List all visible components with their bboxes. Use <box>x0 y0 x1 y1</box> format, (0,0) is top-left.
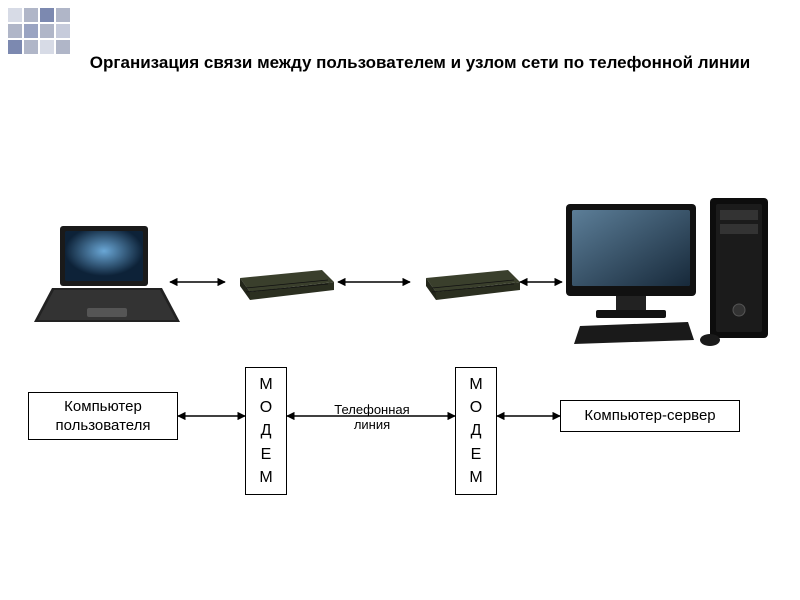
modem-letter: Д <box>471 419 482 442</box>
mid-line: линия <box>312 417 432 432</box>
page-title: Организация связи между пользователем и … <box>80 52 760 75</box>
modem-letter: М <box>259 466 272 489</box>
desktop-server-icon <box>560 190 780 350</box>
modem-letter: М <box>259 373 272 396</box>
box-line: пользователя <box>56 416 151 436</box>
deco-sq <box>8 24 22 38</box>
modem-device-icon <box>418 258 524 302</box>
modem-letter: Е <box>261 443 272 466</box>
modem-right-box: МОДЕМ <box>455 367 497 495</box>
deco-sq <box>56 24 70 38</box>
modem-letter: О <box>260 396 272 419</box>
phone-line-label: Телефоннаялиния <box>312 402 432 432</box>
deco-sq <box>8 8 22 22</box>
laptop-icon <box>32 222 182 332</box>
deco-sq <box>8 40 22 54</box>
mid-line: Телефонная <box>312 402 432 417</box>
modem-letter: Е <box>471 443 482 466</box>
modem-letter: О <box>470 396 482 419</box>
box-line: Компьютер <box>64 397 142 417</box>
deco-sq <box>56 40 70 54</box>
user-computer-box: Компьютерпользователя <box>28 392 178 440</box>
corner-decoration <box>8 8 70 54</box>
deco-sq <box>40 40 54 54</box>
modem-letter: М <box>469 466 482 489</box>
deco-sq <box>24 24 38 38</box>
deco-sq <box>56 8 70 22</box>
deco-sq <box>24 8 38 22</box>
modem-left-box: МОДЕМ <box>245 367 287 495</box>
modem-device-icon <box>232 258 338 302</box>
deco-sq <box>40 24 54 38</box>
deco-sq <box>24 40 38 54</box>
modem-letter: М <box>469 373 482 396</box>
deco-sq <box>40 8 54 22</box>
server-computer-box: Компьютер-сервер <box>560 400 740 432</box>
box-line: Компьютер-сервер <box>584 406 715 426</box>
modem-letter: Д <box>261 419 272 442</box>
